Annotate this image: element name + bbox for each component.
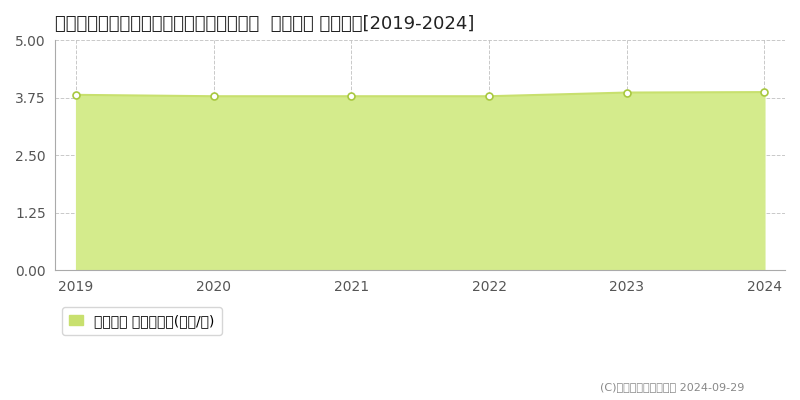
Point [482, 93, 495, 100]
Point [758, 89, 770, 95]
Text: (C)土地価格ドットコム 2024-09-29: (C)土地価格ドットコム 2024-09-29 [600, 382, 744, 392]
Point [620, 89, 633, 96]
Point [345, 93, 358, 100]
Point [207, 93, 220, 100]
Text: 大分県大分市大字三芳字庄原１１１６番１  基準地価 地価推移[2019-2024]: 大分県大分市大字三芳字庄原１１１６番１ 基準地価 地価推移[2019-2024] [55, 15, 475, 33]
Point [70, 92, 82, 98]
Legend: 基準地価 平均嵪単価(万円/嵪): 基準地価 平均嵪単価(万円/嵪) [62, 307, 222, 335]
